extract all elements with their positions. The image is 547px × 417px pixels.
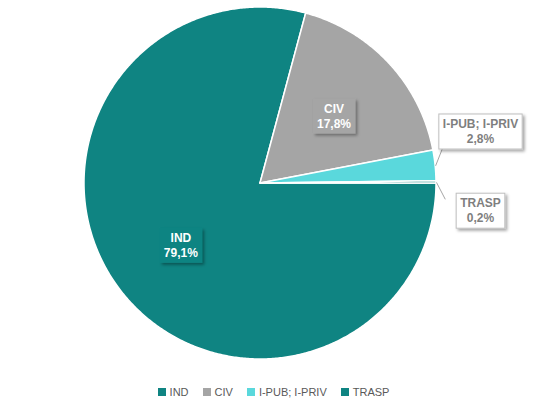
svg-text:IND79,1%: IND79,1% — [164, 231, 198, 260]
html-text:TRASP: TRASP — [352, 386, 390, 398]
svg-text:TRASP0,2%: TRASP0,2% — [460, 196, 501, 225]
html-text:I-PUB; I-PRIV: I-PUB; I-PRIV — [258, 386, 327, 398]
html-text:CIV: CIV — [214, 386, 233, 398]
svg-text:I-PUB; I-PRIV2,8%: I-PUB; I-PRIV2,8% — [443, 117, 518, 146]
html-text:IND: IND — [169, 386, 189, 398]
svg-text:CIV17,8%: CIV17,8% — [317, 102, 351, 131]
